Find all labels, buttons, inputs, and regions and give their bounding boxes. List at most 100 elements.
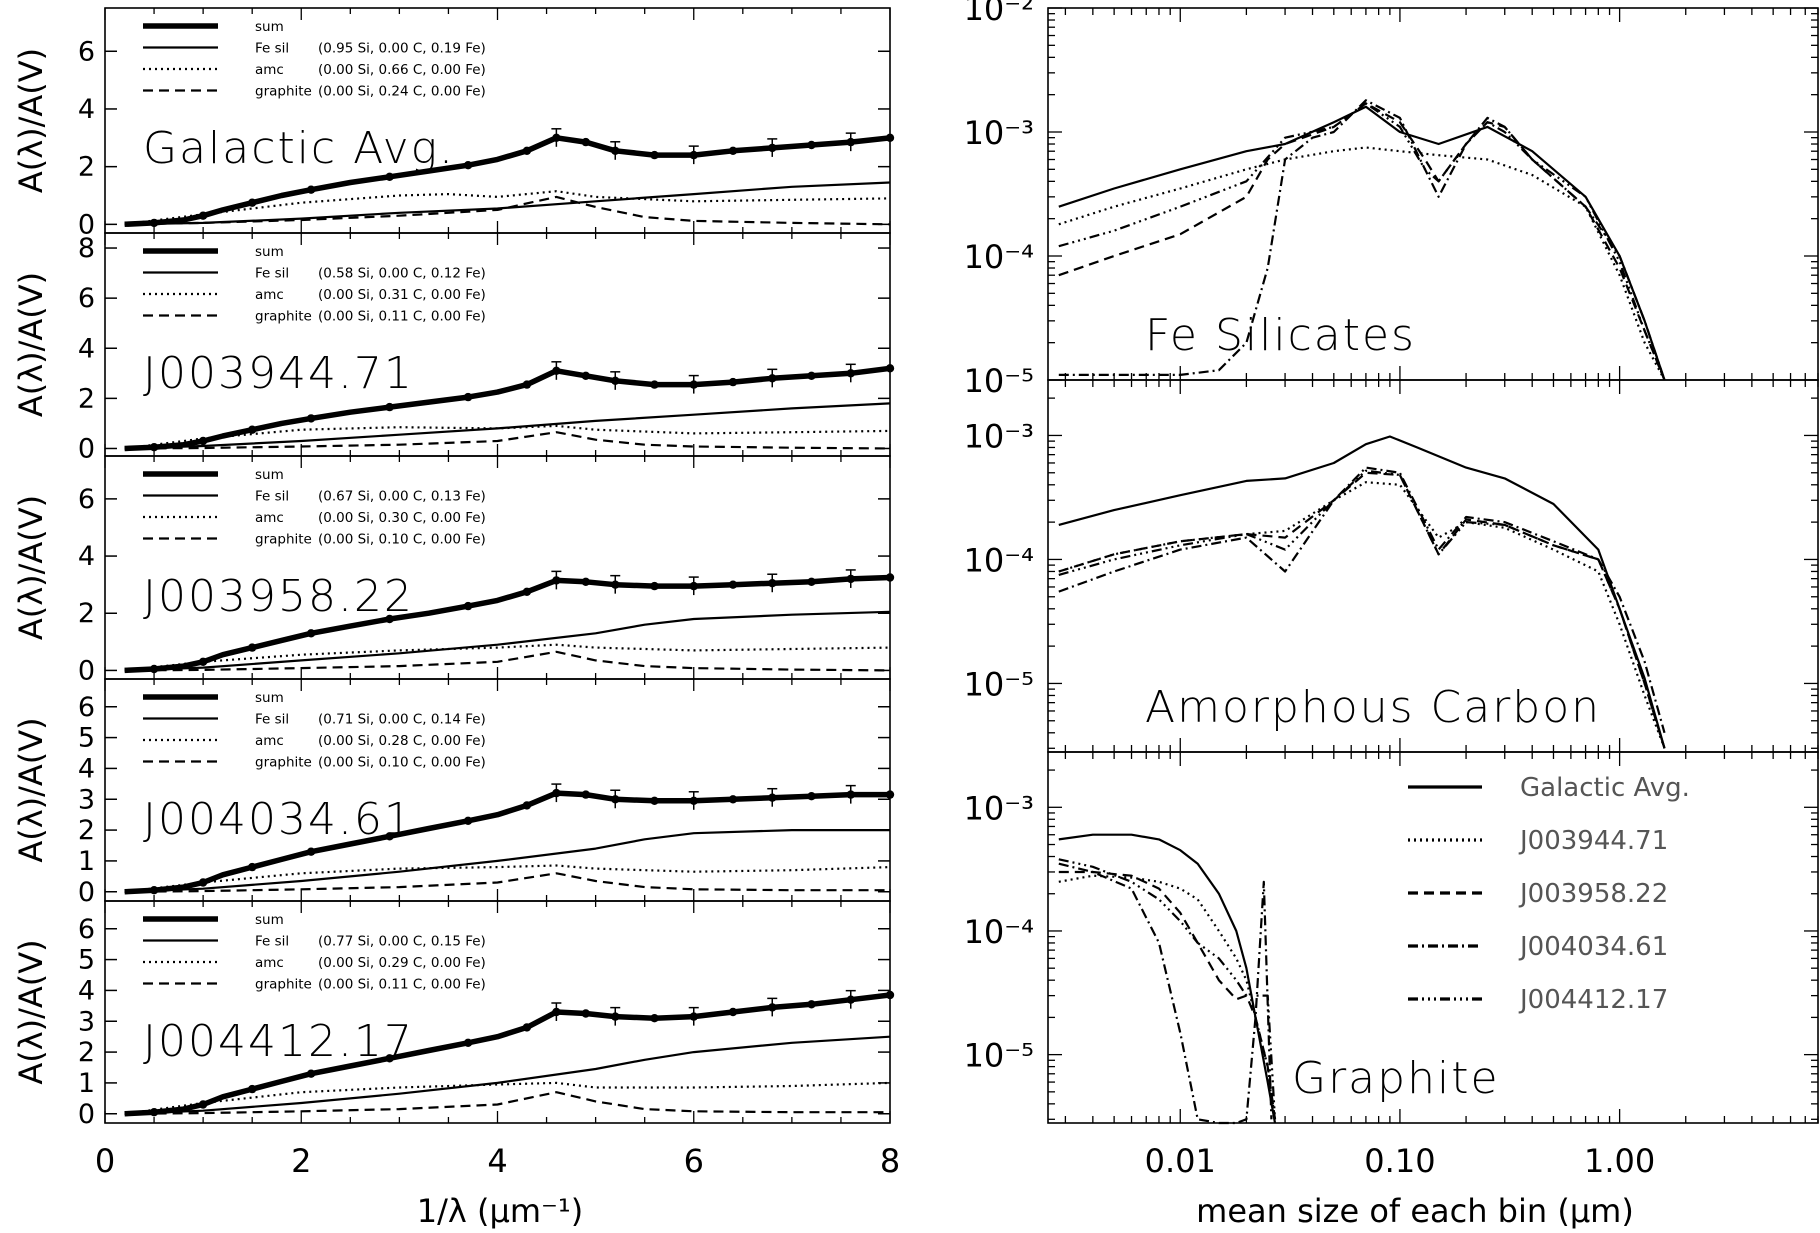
left-x-axis: 0 2 4 6 8 [95,1142,900,1180]
series-line-j004034-61 [1058,99,1666,381]
left-x-axis-title: 1/λ (μm⁻¹) [417,1192,583,1230]
data-point [807,1000,816,1009]
data-point [248,425,257,434]
panel-name: J003944.71 [143,348,414,399]
y-tick-label: 10⁻² [964,0,1034,28]
y-tick-label: 10⁻³ [964,114,1034,152]
size-dist-panel-amorphous-carbon: 10⁻⁵ 10⁻⁴ 10⁻³ Amorphous Carbon [964,379,1819,753]
series-line-j003958-22 [1058,870,1277,1120]
series-line-graphite [124,195,891,226]
y-tick-label: 0 [78,209,95,240]
legend-composition-fe-sil: (0.95 Si, 0.00 C, 0.19 Fe) [318,41,486,57]
data-point [650,581,659,591]
series-line-amc [124,424,891,450]
data-point [581,137,590,147]
y-axis-title: A(λ)/A(V) [12,717,50,862]
y-tick-label: 5 [78,723,95,754]
data-point [581,790,590,799]
y-tick-label: 6 [78,283,95,314]
extinction-panel-j003958-22: 0 2 4 6 A(λ)/A(V) sum Fe sil (0.67 Si, 0.00 C, … [12,455,895,686]
data-point [306,847,316,856]
right-x-axis-title: mean size of each bin (μm) [1196,1192,1634,1230]
data-point [885,990,895,1000]
series-line-amc [124,643,891,672]
series-line-fe-sil [124,181,891,226]
data-point [385,832,394,841]
series-line-sum [124,992,891,1117]
data-point [807,577,816,586]
x-tick-label: 2 [291,1142,311,1180]
data-point [385,402,394,412]
legend-composition-fe-sil: (0.67 Si, 0.00 C, 0.13 Fe) [318,489,486,505]
series-line-fe-sil [124,829,890,893]
data-point [248,198,257,207]
series-line-sum [124,790,890,895]
data-point [463,1038,473,1048]
legend-label-sum: sum [255,19,284,35]
data-point [522,146,532,155]
data-point [728,1007,738,1017]
y-tick-label: 2 [78,1037,95,1068]
y-tick-label: 4 [78,333,95,364]
right-legend: Galactic Avg. J003944.71 J003958.22 J004034… [1408,773,1690,1015]
right-x-axis: 0.01 0.10 1.00 [1145,1142,1656,1180]
series-line-graphite [124,650,891,672]
series-line-amc [124,864,891,893]
legend-label-sum: sum [255,912,284,928]
y-tick-label: 2 [78,152,95,183]
legend-label-amc: amc [255,510,284,526]
y-tick-label: 6 [78,484,95,515]
series-line-j004034-61 [1058,862,1273,1125]
y-tick-label: 0 [78,433,95,464]
data-point [306,1069,316,1078]
y-tick-label: 6 [78,914,95,945]
data-point [306,414,316,423]
legend-composition-fe-sil: (0.77 Si, 0.00 C, 0.15 Fe) [318,934,486,950]
legend-label-fe-sil: Fe sil [255,41,289,57]
data-point [385,1054,394,1063]
legend-label-j003944-71: J003944.71 [1518,826,1668,856]
legend-composition-amc: (0.00 Si, 0.29 C, 0.00 Fe) [318,955,486,971]
x-tick-label: 0.10 [1364,1142,1435,1180]
legend-composition-graphite: (0.00 Si, 0.10 C, 0.00 Fe) [318,532,486,548]
legend-label-graphite: graphite [255,532,312,548]
legend-label-galactic-avg: Galactic Avg. [1520,773,1690,803]
legend-composition-graphite: (0.00 Si, 0.10 C, 0.00 Fe) [318,755,486,771]
data-point [885,364,895,373]
legend-composition-amc: (0.00 Si, 0.66 C, 0.00 Fe) [318,62,486,78]
data-point [650,796,659,805]
legend-composition-graphite: (0.00 Si, 0.11 C, 0.00 Fe) [318,977,486,993]
legend-composition-amc: (0.00 Si, 0.31 C, 0.00 Fe) [318,287,486,303]
series-line-galactic-avg [1058,105,1666,381]
y-tick-label: 10⁻⁵ [964,1037,1034,1075]
x-tick-label: 6 [684,1142,704,1180]
y-tick-label: 1 [78,846,95,877]
legend-label-amc: amc [255,733,284,749]
legend-label-amc: amc [255,287,284,303]
series-line-amc [124,190,891,226]
data-point [807,140,816,150]
panel-name: J003958.22 [143,571,414,622]
y-tick-label: 10⁻⁵ [964,362,1034,400]
y-tick-label: 6 [78,692,95,723]
series-line-graphite [124,431,891,450]
y-tick-label: 5 [78,945,95,976]
y-tick-label: 4 [78,541,95,572]
legend-label-j003958-22: J003958.22 [1518,879,1668,909]
series-line-j004412-17 [1058,102,1666,381]
y-axis-title: A(λ)/A(V) [12,939,50,1084]
data-point [522,587,532,596]
series-line-graphite [124,1091,890,1115]
y-tick-label: 4 [78,975,95,1006]
legend-composition-graphite: (0.00 Si, 0.11 C, 0.00 Fe) [318,309,486,325]
y-tick-label: 10⁻⁴ [964,238,1034,276]
legend-label-graphite: graphite [255,84,312,100]
x-tick-label: 0.01 [1145,1142,1216,1180]
series-line-j004412-17 [1058,469,1666,749]
y-tick-label: 10⁻³ [964,417,1034,455]
series-line-amc [124,1081,891,1115]
legend-label-j004034-61: J004034.61 [1518,932,1668,962]
panel-name: Fe Silicates [1145,310,1416,361]
